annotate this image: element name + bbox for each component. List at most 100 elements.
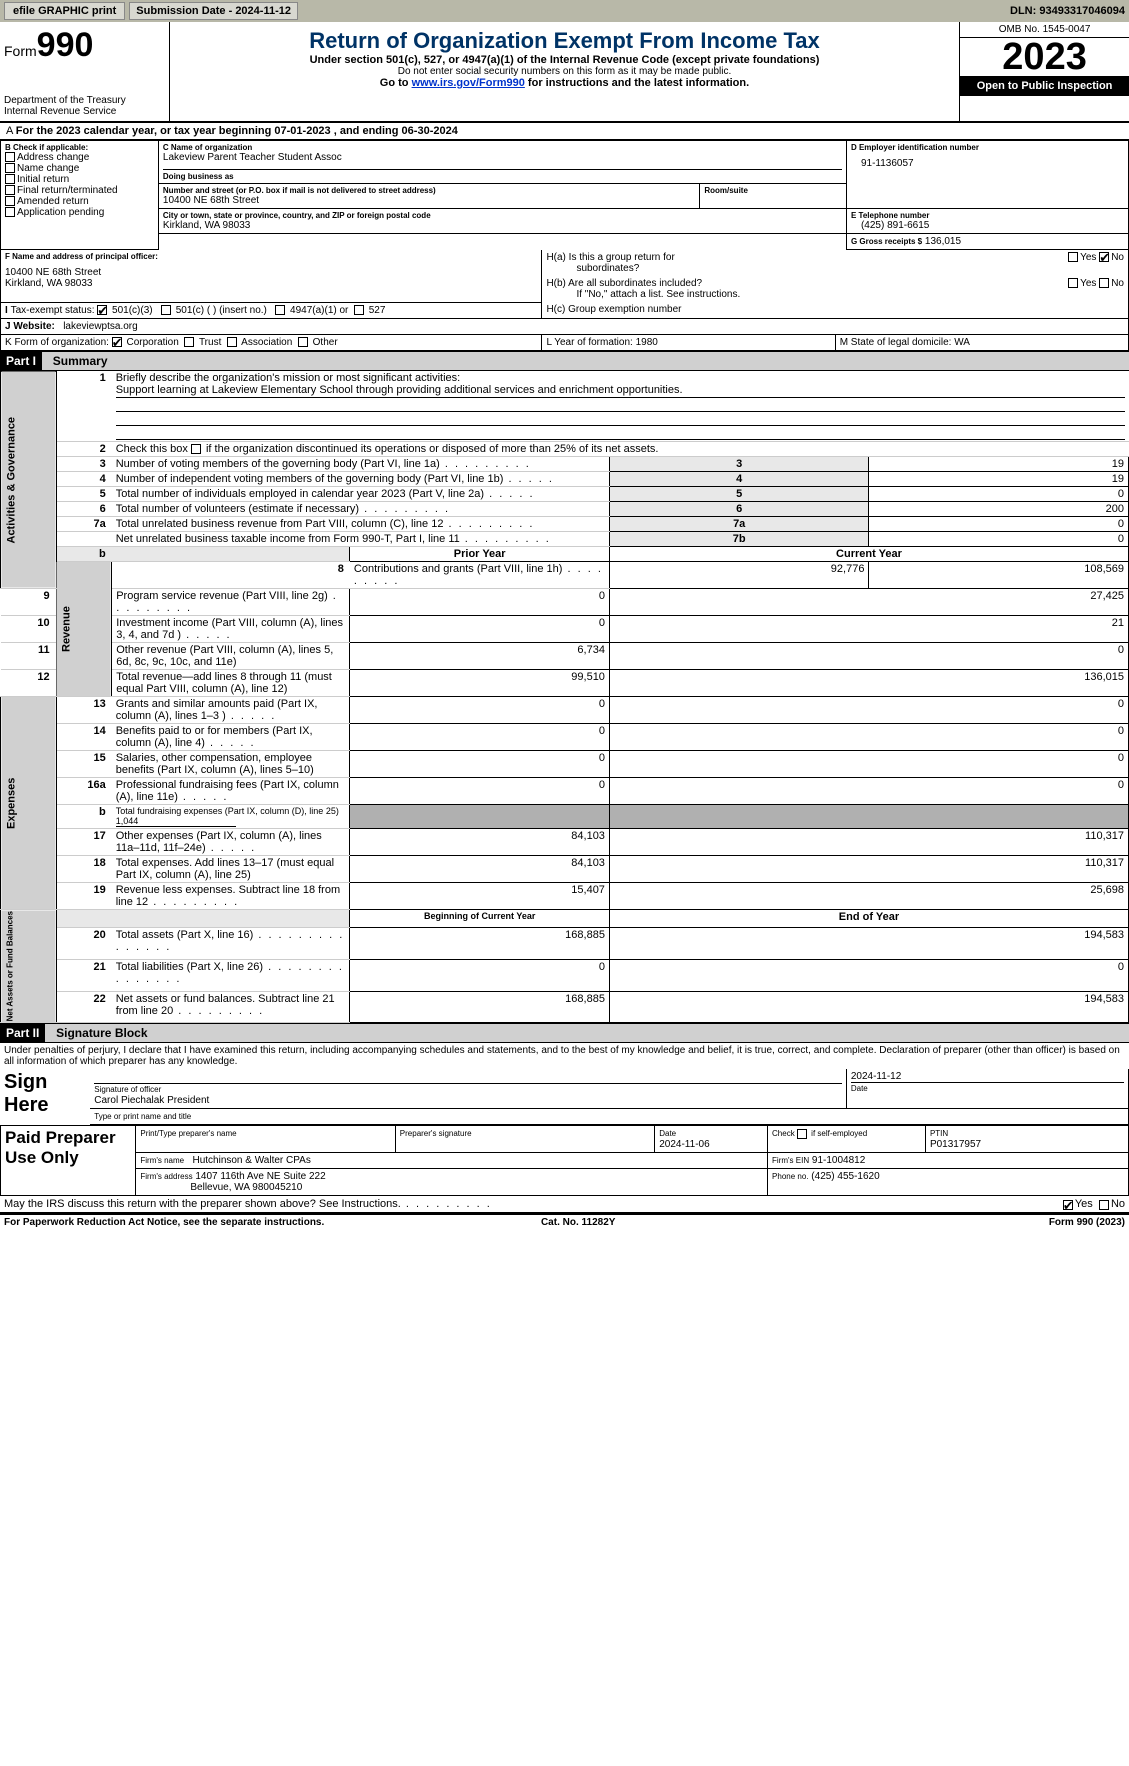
year-formation-label: L Year of formation:	[546, 337, 632, 348]
prep-name-label: Print/Type preparer's name	[140, 1129, 236, 1138]
gross-receipts-label: G Gross receipts $	[851, 237, 922, 246]
part1-header: Part I Summary	[0, 351, 1129, 371]
paid-preparer-label: Paid Preparer Use Only	[5, 1128, 116, 1167]
lower-entity-block: F Name and address of principal officer:…	[0, 250, 1129, 351]
mission-text: Support learning at Lakeview Elementary …	[116, 384, 1125, 398]
perjury-statement: Under penalties of perjury, I declare th…	[0, 1043, 1129, 1069]
form-org-label: K Form of organization:	[5, 337, 109, 348]
room-label: Room/suite	[704, 186, 842, 195]
page-footer: For Paperwork Reduction Act Notice, see …	[0, 1213, 1129, 1230]
box-b-label: B Check if applicable:	[5, 143, 154, 152]
officer-addr2: Kirkland, WA 98033	[5, 278, 537, 289]
website-value[interactable]: lakeviewptsa.org	[63, 321, 137, 332]
officer-label: F Name and address of principal officer:	[5, 252, 537, 261]
hb-no[interactable]	[1099, 278, 1109, 288]
firm-addr-label: Firm's address	[140, 1172, 192, 1181]
line-a-period: A For the 2023 calendar year, or tax yea…	[0, 123, 1129, 140]
domicile-label: M State of legal domicile:	[840, 337, 952, 348]
line2: Check this box if the organization disco…	[112, 442, 1129, 457]
form-number: Form990	[4, 26, 165, 65]
form-header: Form990 Department of the Treasury Inter…	[0, 22, 1129, 123]
form-subtitle: Under section 501(c), 527, or 4947(a)(1)…	[172, 54, 957, 66]
cb-corp[interactable]	[112, 337, 122, 347]
tab-expenses: Expenses	[1, 697, 57, 910]
sign-here-label: Sign Here	[4, 1071, 48, 1116]
paid-preparer-block: Paid Preparer Use Only Print/Type prepar…	[0, 1125, 1129, 1196]
cb-initial-return[interactable]	[5, 174, 15, 184]
cb-address-change[interactable]	[5, 152, 15, 162]
top-bar: efile GRAPHIC print Submission Date - 20…	[0, 0, 1129, 22]
cb-assoc[interactable]	[227, 337, 237, 347]
current-year-hdr: Current Year	[609, 547, 1128, 562]
cb-501c[interactable]	[161, 305, 171, 315]
officer-name: Carol Piechalak President	[94, 1095, 209, 1106]
cat-no: Cat. No. 11282Y	[541, 1217, 615, 1228]
part2-header: Part II Signature Block	[0, 1023, 1129, 1043]
discuss-yes[interactable]	[1063, 1200, 1073, 1210]
tab-revenue: Revenue	[56, 562, 112, 697]
prior-year-hdr: Prior Year	[350, 547, 610, 562]
eoy-hdr: End of Year	[609, 910, 1128, 928]
discuss-line: May the IRS discuss this return with the…	[0, 1196, 1129, 1213]
addr-label: Number and street (or P.O. box if mail i…	[163, 186, 695, 195]
irs-label: Internal Revenue Service	[4, 106, 165, 117]
cb-trust[interactable]	[184, 337, 194, 347]
year-formation: 1980	[636, 337, 658, 348]
prep-phone: (425) 455-1620	[811, 1171, 879, 1182]
dept-label: Department of the Treasury	[4, 95, 165, 106]
cb-501c3[interactable]	[97, 305, 107, 315]
hb-note: If "No," attach a list. See instructions…	[546, 289, 740, 300]
cb-amended[interactable]	[5, 196, 15, 206]
website-label: Website:	[13, 321, 55, 332]
org-name: Lakeview Parent Teacher Student Assoc	[163, 152, 842, 163]
tax-year: 2023	[960, 38, 1129, 76]
goto-note: Go to www.irs.gov/Form990 for instructio…	[172, 77, 957, 89]
irs-link[interactable]: www.irs.gov/Form990	[412, 77, 525, 89]
summary-table: Activities & Governance 1 Briefly descri…	[0, 371, 1129, 1024]
ssn-note: Do not enter social security numbers on …	[172, 66, 957, 77]
cb-self-employed[interactable]	[797, 1129, 807, 1139]
firm-ein: 91-1004812	[812, 1155, 865, 1166]
street-addr: 10400 NE 68th Street	[163, 195, 695, 206]
cb-app-pending[interactable]	[5, 207, 15, 217]
officer-addr1: 10400 NE 68th Street	[5, 267, 537, 278]
tab-net-assets: Net Assets or Fund Balances	[1, 910, 57, 1023]
type-name-label: Type or print name and title	[94, 1112, 191, 1121]
city-label: City or town, state or province, country…	[163, 211, 842, 220]
firm-addr1: 1407 116th Ave NE Suite 222	[195, 1171, 325, 1182]
ha-yes[interactable]	[1068, 252, 1078, 262]
cb-4947[interactable]	[275, 305, 285, 315]
dba-label: Doing business as	[163, 169, 842, 181]
discuss-no[interactable]	[1099, 1200, 1109, 1210]
city-value: Kirkland, WA 98033	[163, 220, 842, 231]
sig-officer-label: Signature of officer	[94, 1085, 161, 1094]
ha-label: H(a) Is this a group return for	[546, 252, 674, 263]
ein-label: D Employer identification number	[851, 143, 1124, 152]
phone-value: (425) 891-6615	[851, 220, 1124, 231]
cb-527[interactable]	[354, 305, 364, 315]
hb-yes[interactable]	[1068, 278, 1078, 288]
cb-other[interactable]	[298, 337, 308, 347]
cb-name-change[interactable]	[5, 163, 15, 173]
firm-name-label: Firm's name	[140, 1156, 184, 1165]
prep-date-label: Date	[659, 1129, 676, 1138]
mission-label: Briefly describe the organization's miss…	[116, 372, 460, 384]
firm-addr2: Bellevue, WA 980045210	[190, 1182, 302, 1193]
firm-ein-label: Firm's EIN	[772, 1156, 809, 1165]
submission-date: Submission Date - 2024-11-12	[129, 2, 298, 20]
ha-no[interactable]	[1099, 252, 1109, 262]
prep-date: 2024-11-06	[659, 1139, 709, 1150]
cb-discontinued[interactable]	[191, 444, 201, 454]
ein-value: 91-1136057	[851, 152, 1124, 169]
bcy-hdr: Beginning of Current Year	[350, 910, 610, 928]
tab-governance: Activities & Governance	[1, 371, 57, 589]
sign-date: 2024-11-12	[851, 1071, 1124, 1082]
tax-exempt-label: Tax-exempt status:	[11, 305, 95, 316]
entity-block: B Check if applicable: Address change Na…	[0, 140, 1129, 250]
form-ref: Form 990 (2023)	[1049, 1217, 1125, 1228]
gross-receipts-value: 136,015	[925, 236, 961, 247]
cb-final-return[interactable]	[5, 185, 15, 195]
efile-print-button[interactable]: efile GRAPHIC print	[4, 2, 125, 20]
phone-label: E Telephone number	[851, 211, 1124, 220]
form-title: Return of Organization Exempt From Incom…	[172, 24, 957, 54]
